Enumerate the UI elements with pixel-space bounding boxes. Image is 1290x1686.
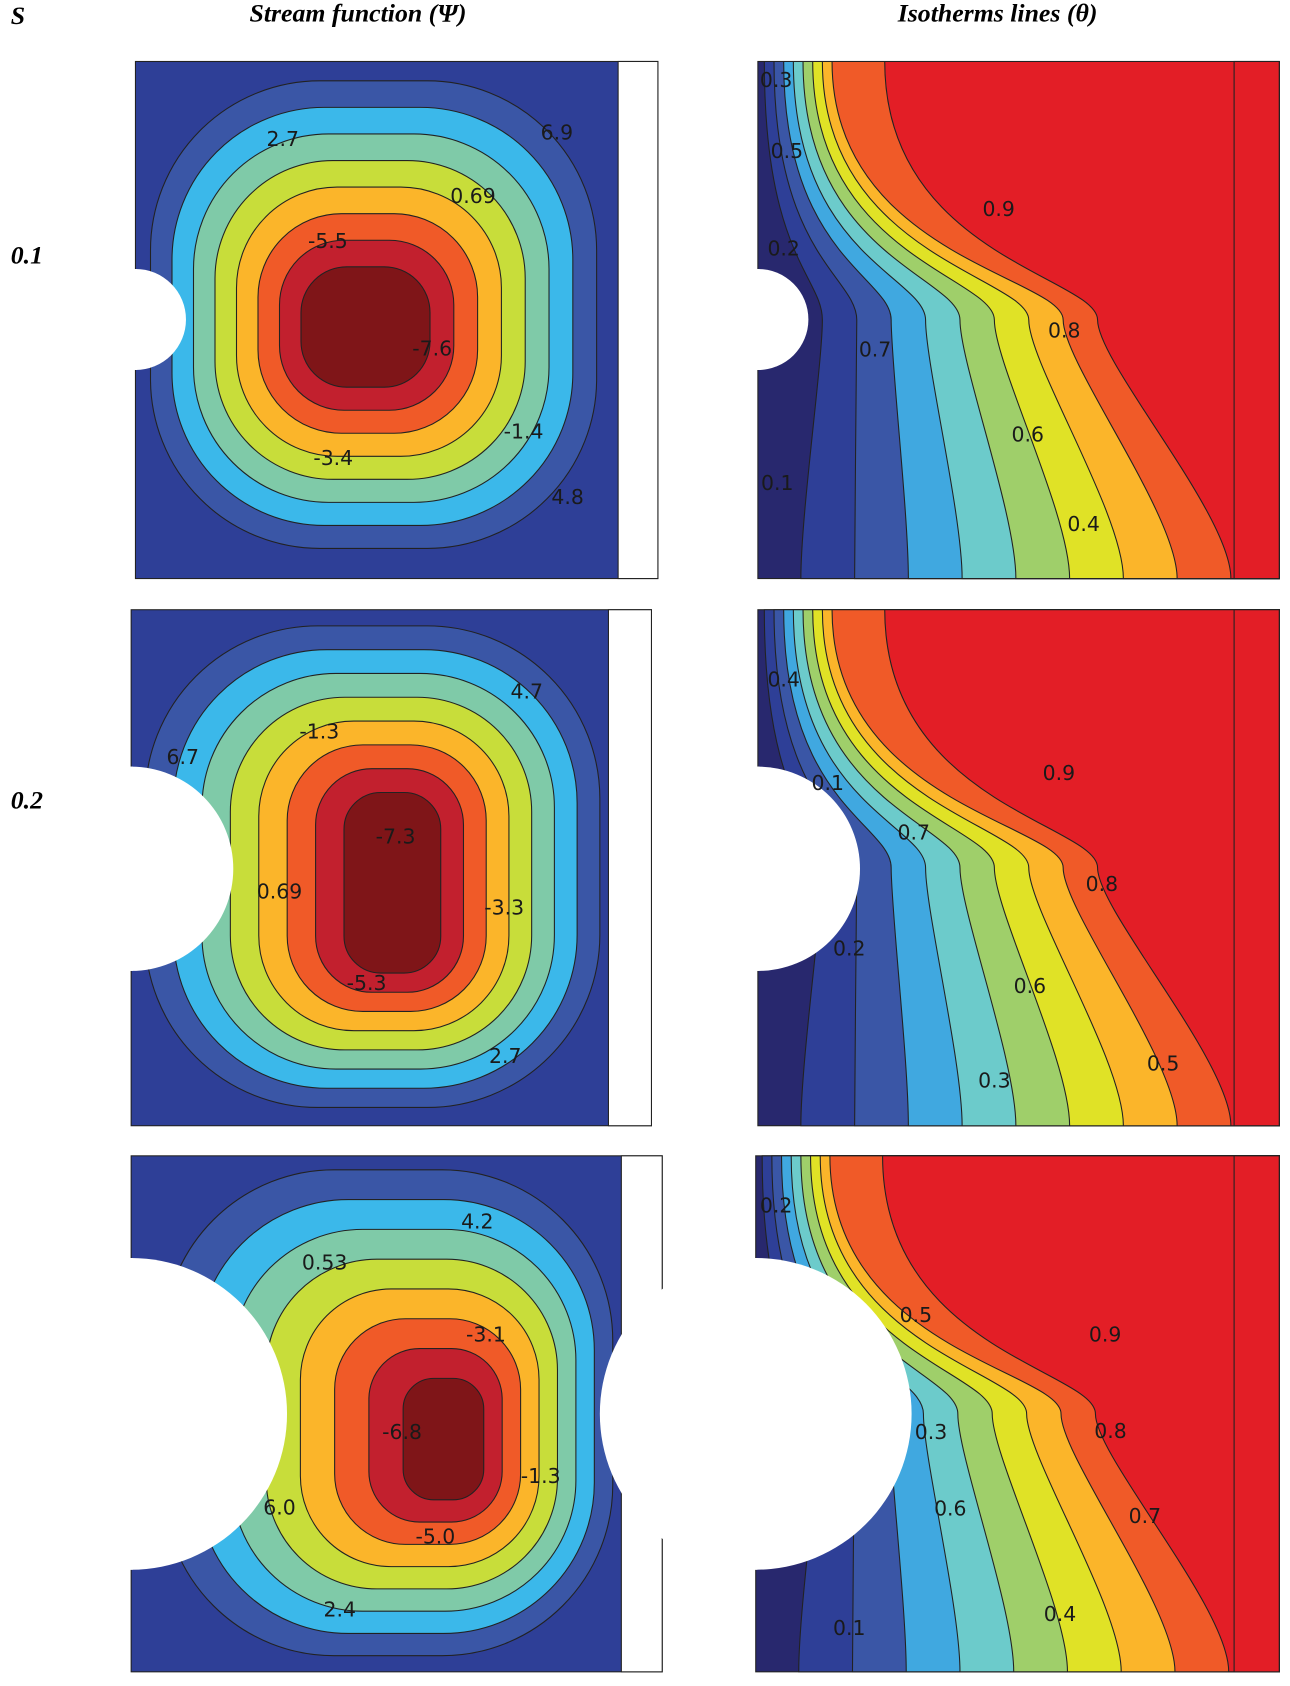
iso-label: 0.4 bbox=[1044, 1602, 1076, 1626]
row-label: 0.1 bbox=[11, 241, 43, 270]
hot-wall bbox=[1233, 1155, 1280, 1673]
stream-contour bbox=[343, 791, 442, 974]
iso-label: 0.8 bbox=[1086, 872, 1118, 896]
iso-label: 0.3 bbox=[760, 68, 792, 92]
iso-label: 0.5 bbox=[771, 139, 803, 163]
iso-label: 0.8 bbox=[1094, 1419, 1126, 1443]
stream-label: -7.3 bbox=[376, 825, 416, 849]
stream-label: -3.4 bbox=[313, 446, 353, 470]
iso-label: 0.4 bbox=[767, 668, 799, 692]
hot-wall bbox=[1233, 609, 1280, 1127]
iso-band bbox=[884, 609, 1280, 1127]
stream-label: -5.0 bbox=[415, 1524, 455, 1548]
iso-title: Isotherms lines (θ) bbox=[897, 0, 1098, 28]
stream-label: 6.9 bbox=[541, 121, 573, 145]
iso-label: 0.2 bbox=[833, 936, 865, 960]
iso-label: 0.9 bbox=[1089, 1322, 1121, 1346]
iso-label: 0.6 bbox=[1014, 974, 1046, 998]
iso-label: 0.7 bbox=[859, 338, 891, 362]
stream-label: 6.0 bbox=[263, 1495, 295, 1519]
iso-label: 0.8 bbox=[1048, 318, 1080, 342]
iso-label: 0.1 bbox=[812, 771, 844, 795]
stream-label: -7.6 bbox=[412, 337, 452, 361]
stream-label: -3.3 bbox=[484, 896, 524, 920]
stream-label: -1.3 bbox=[299, 719, 339, 743]
stream-label: 0.53 bbox=[302, 1250, 347, 1274]
stream-label: -5.5 bbox=[308, 229, 348, 253]
stream-label: 0.69 bbox=[450, 184, 495, 208]
row-label: 0.2 bbox=[11, 786, 43, 815]
iso-label: 0.1 bbox=[761, 471, 793, 495]
stream-label: 2.7 bbox=[489, 1044, 521, 1068]
stream-contour bbox=[300, 266, 431, 388]
iso-label: 0.3 bbox=[978, 1069, 1010, 1093]
stream-label: 4.2 bbox=[461, 1209, 493, 1233]
stream-title: Stream function (Ψ) bbox=[249, 0, 466, 28]
iso-label: 0.9 bbox=[1043, 761, 1075, 785]
stream-label: 2.7 bbox=[266, 127, 298, 151]
stream-label: -1.4 bbox=[504, 419, 544, 443]
stream-label: 4.7 bbox=[511, 680, 543, 704]
iso-label: 0.7 bbox=[898, 820, 930, 844]
stream-label: -1.3 bbox=[521, 1464, 561, 1488]
iso-label: 0.9 bbox=[982, 197, 1014, 221]
iso-label: 0.3 bbox=[915, 1420, 947, 1444]
iso-label: 0.5 bbox=[900, 1303, 932, 1327]
stream-label: 0.69 bbox=[257, 879, 302, 903]
hot-wall bbox=[1233, 60, 1280, 580]
iso-label: 0.5 bbox=[1147, 1051, 1179, 1075]
stream-label: 6.7 bbox=[167, 745, 199, 769]
stream-label: -3.1 bbox=[466, 1322, 506, 1346]
iso-label: 0.6 bbox=[1011, 423, 1043, 447]
stream-contour bbox=[402, 1377, 485, 1501]
iso-band bbox=[882, 1155, 1280, 1673]
iso-label: 0.1 bbox=[833, 1616, 865, 1640]
wall bbox=[607, 609, 652, 1127]
iso-label: 0.7 bbox=[1129, 1504, 1161, 1528]
row-header: S bbox=[11, 1, 25, 30]
iso-label: 0.6 bbox=[934, 1497, 966, 1521]
cylinder bbox=[0, 1257, 287, 1570]
stream-label: -6.8 bbox=[382, 1420, 422, 1444]
iso-label: 0.2 bbox=[760, 1193, 792, 1217]
wall bbox=[617, 60, 659, 580]
stream-label: 4.8 bbox=[551, 485, 583, 509]
stream-label: -5.3 bbox=[347, 971, 387, 995]
iso-label: 0.4 bbox=[1067, 512, 1099, 536]
stream-label: 2.4 bbox=[323, 1598, 355, 1622]
iso-label: 0.2 bbox=[767, 237, 799, 261]
iso-band bbox=[884, 60, 1280, 580]
